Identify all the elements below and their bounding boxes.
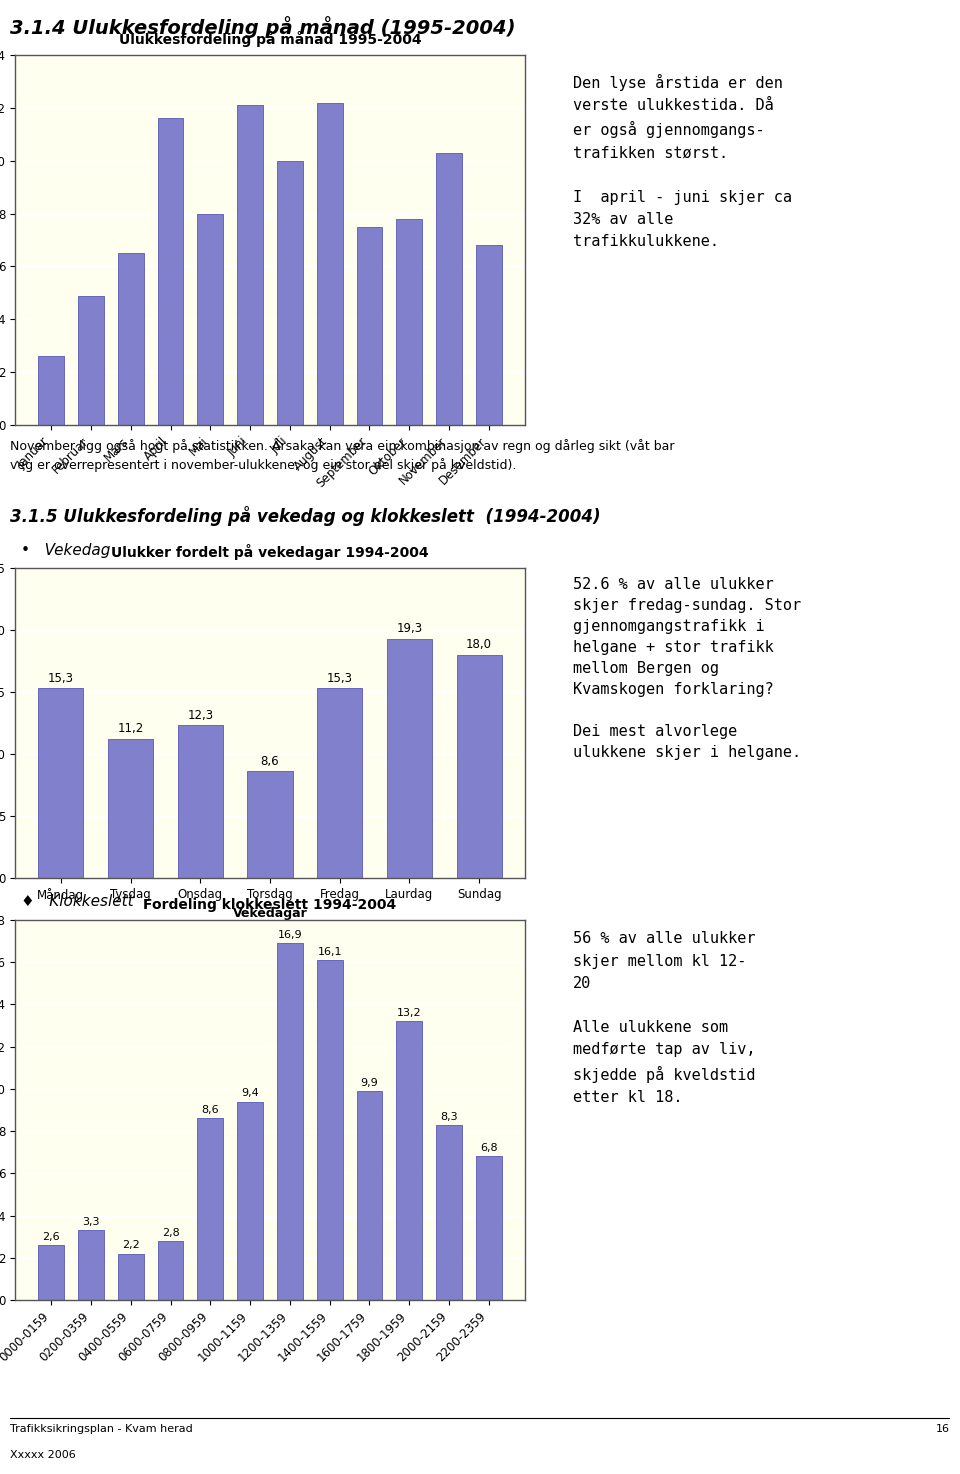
Bar (476, 245, 502, 425)
Bar (476, 1157, 502, 1300)
Bar (317, 688, 362, 879)
Bar (387, 638, 432, 879)
Text: 15,3: 15,3 (326, 672, 352, 684)
Title: Fordeling klokkeslett 1994-2004: Fordeling klokkeslett 1994-2004 (143, 898, 396, 912)
Bar (38, 688, 84, 879)
Bar (108, 738, 154, 879)
Text: 8,6: 8,6 (202, 1106, 219, 1116)
Text: 8,6: 8,6 (261, 755, 279, 768)
Text: 9,4: 9,4 (241, 1088, 259, 1098)
Text: 2,8: 2,8 (161, 1228, 180, 1238)
Bar (237, 105, 263, 425)
Bar (317, 960, 343, 1300)
Bar (118, 254, 144, 425)
Text: 18,0: 18,0 (467, 638, 492, 652)
Text: 16: 16 (936, 1424, 950, 1434)
Bar (198, 1119, 224, 1300)
Text: 2,2: 2,2 (122, 1241, 139, 1250)
Text: •   Vekedag: • Vekedag (20, 542, 110, 559)
Bar (436, 1125, 462, 1300)
Bar (198, 214, 224, 425)
Bar (277, 943, 302, 1300)
Bar (157, 118, 183, 425)
Bar (436, 153, 462, 425)
Bar (157, 1241, 183, 1300)
Text: 6,8: 6,8 (480, 1144, 497, 1153)
Bar (178, 725, 223, 879)
Text: 16,9: 16,9 (277, 930, 302, 940)
Text: 13,2: 13,2 (397, 1008, 421, 1019)
Text: 2,6: 2,6 (42, 1232, 60, 1243)
Bar (396, 218, 422, 425)
Text: Xxxxx 2006: Xxxxx 2006 (10, 1449, 76, 1459)
Text: ♦   Klokkeslett: ♦ Klokkeslett (20, 895, 133, 909)
Title: Ulukkesfordeling på månad 1995-2004: Ulukkesfordeling på månad 1995-2004 (119, 31, 421, 47)
Bar (457, 654, 502, 879)
Text: Den lyse årstida er den
verste ulukkestida. Då
er også gjennomgangs-
trafikken s: Den lyse årstida er den verste ulukkesti… (573, 74, 792, 249)
X-axis label: Vekedagar: Vekedagar (232, 907, 307, 920)
Title: Ulukker fordelt på vekedagar 1994-2004: Ulukker fordelt på vekedagar 1994-2004 (111, 544, 429, 560)
Bar (317, 103, 343, 425)
Bar (237, 1101, 263, 1300)
Text: 3.1.5 Ulukkesfordeling på vekedag og klokkeslett  (1994-2004): 3.1.5 Ulukkesfordeling på vekedag og klo… (10, 506, 601, 526)
Bar (78, 295, 104, 425)
Text: November ligg også hogt på statistikken. Årsaka kan vera ein kombinasjon av regn: November ligg også hogt på statistikken.… (10, 438, 675, 473)
Bar (248, 771, 293, 879)
Bar (118, 1253, 144, 1300)
Bar (396, 1021, 422, 1300)
Bar (356, 227, 382, 425)
Text: 15,3: 15,3 (48, 672, 74, 684)
Text: 19,3: 19,3 (396, 622, 422, 635)
Text: 11,2: 11,2 (117, 722, 144, 736)
Bar (277, 161, 302, 425)
Text: 9,9: 9,9 (361, 1077, 378, 1088)
Text: 56 % av alle ulukker
skjer mellom kl 12-
20

Alle ulukkene som
medførte tap av l: 56 % av alle ulukker skjer mellom kl 12-… (573, 932, 756, 1106)
Text: 3.1.4 Ulukkesfordeling på månad (1995-2004): 3.1.4 Ulukkesfordeling på månad (1995-20… (10, 16, 516, 38)
Bar (78, 1231, 104, 1300)
Text: 3,3: 3,3 (83, 1218, 100, 1228)
Text: 12,3: 12,3 (187, 709, 213, 722)
Bar (38, 1246, 64, 1300)
Text: 8,3: 8,3 (441, 1111, 458, 1122)
Bar (356, 1091, 382, 1300)
Text: 52.6 % av alle ulukker
skjer fredag-sundag. Stor
gjennomgangstrafikk i
helgane +: 52.6 % av alle ulukker skjer fredag-sund… (573, 578, 801, 761)
Text: Trafikksikringsplan - Kvam herad: Trafikksikringsplan - Kvam herad (10, 1424, 193, 1434)
Text: 16,1: 16,1 (318, 946, 342, 957)
Bar (38, 357, 64, 425)
